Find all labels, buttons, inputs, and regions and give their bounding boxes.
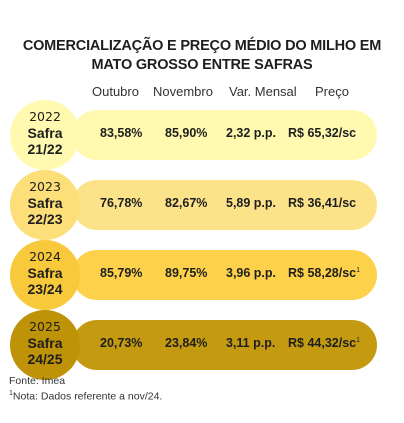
row-bar bbox=[72, 250, 377, 300]
safra-word: Safra bbox=[27, 195, 63, 211]
safra-badge: 2022 Safra 21/22 bbox=[10, 100, 80, 170]
safra-row: 2022 Safra 21/22 83,58% 85,90% 2,32 p.p. R$ 65… bbox=[0, 100, 404, 170]
chart-title: COMERCIALIZAÇÃO E PREÇO MÉDIO DO MILHO E… bbox=[0, 37, 404, 75]
cell-var-mensal: 3,11 p.p. bbox=[226, 336, 275, 350]
safra-label: Safra 24/25 bbox=[10, 335, 80, 367]
cell-value: 82,67% bbox=[165, 196, 208, 210]
cell-novembro: 89,75% bbox=[165, 266, 207, 280]
safra-year: 2024 bbox=[29, 249, 61, 264]
cell-value: 85,90% bbox=[165, 126, 208, 140]
cell-value: R$ 65,32/sc bbox=[288, 126, 357, 140]
cell-outubro: 20,73% bbox=[100, 336, 142, 350]
safra-year: 2025 bbox=[29, 319, 61, 334]
safra-word: Safra bbox=[27, 125, 63, 141]
cell-value: 3,96 p.p. bbox=[226, 266, 277, 280]
safra-period: 22/23 bbox=[27, 211, 63, 227]
cell-var-mensal: 2,32 p.p. bbox=[226, 126, 276, 140]
title-line-1: COMERCIALIZAÇÃO E PREÇO MÉDIO DO MILHO E… bbox=[22, 38, 382, 54]
cell-value: 3,11 p.p. bbox=[226, 336, 276, 350]
row-bar bbox=[72, 180, 377, 230]
cell-outubro: 76,78% bbox=[100, 196, 142, 210]
safra-row: 2023 Safra 22/23 76,78% 82,67% 5,89 p.p. R$ 36… bbox=[0, 170, 404, 240]
safra-badge: 2025 Safra 24/25 bbox=[10, 310, 80, 380]
cell-value: 2,32 p.p. bbox=[226, 126, 277, 140]
cell-value: 5,89 p.p. bbox=[226, 196, 277, 210]
safra-period: 21/22 bbox=[27, 141, 63, 157]
cell-value: 85,79% bbox=[100, 266, 143, 280]
safra-year: 2023 bbox=[29, 179, 61, 194]
cell-outubro: 85,79% bbox=[100, 266, 142, 280]
title-line-2: MATO GROSSO ENTRE SAFRAS bbox=[91, 57, 313, 73]
cell-outubro: 83,58% bbox=[100, 126, 142, 140]
cell-value: R$ 36,41/sc bbox=[288, 196, 357, 210]
safra-period: 23/24 bbox=[27, 281, 63, 297]
cell-value: R$ 58,28/sc bbox=[288, 266, 357, 280]
safra-label: Safra 23/24 bbox=[10, 265, 80, 297]
column-header-novembro: Novembro bbox=[153, 84, 213, 99]
safra-badge: 2024 Safra 23/24 bbox=[10, 240, 80, 310]
cell-value: 83,58% bbox=[100, 126, 143, 140]
cell-var-mensal: 5,89 p.p. bbox=[226, 196, 276, 210]
cell-value: 89,75% bbox=[165, 266, 208, 280]
safra-badge: 2023 Safra 22/23 bbox=[10, 170, 80, 240]
cell-value: 76,78% bbox=[100, 196, 143, 210]
cell-novembro: 82,67% bbox=[165, 196, 207, 210]
cell-preco: R$ 58,28/sc1 bbox=[288, 266, 360, 280]
safra-word: Safra bbox=[27, 335, 63, 351]
note-mark: 1 bbox=[356, 336, 361, 344]
safra-label: Safra 21/22 bbox=[10, 125, 80, 157]
cell-preco: R$ 36,41/sc bbox=[288, 196, 356, 210]
safra-year: 2022 bbox=[29, 109, 61, 124]
safra-row: 2025 Safra 24/25 20,73% 23,84% 3,11 p.p. R$ 44… bbox=[0, 310, 404, 380]
safra-label: Safra 22/23 bbox=[10, 195, 80, 227]
column-header-preco: Preço bbox=[315, 84, 349, 99]
note-mark: 1 bbox=[356, 266, 361, 274]
safra-word: Safra bbox=[27, 265, 63, 281]
safra-row: 2024 Safra 23/24 85,79% 89,75% 3,96 p.p. R$ 58… bbox=[0, 240, 404, 310]
cell-preco: R$ 44,32/sc1 bbox=[288, 336, 360, 350]
row-bar bbox=[72, 110, 377, 160]
column-header-outubro: Outubro bbox=[92, 84, 139, 99]
cell-preco: R$ 65,32/sc bbox=[288, 126, 356, 140]
column-header-var-mensal: Var. Mensal bbox=[229, 84, 297, 99]
safra-period: 24/25 bbox=[27, 351, 63, 367]
cell-value: R$ 44,32/sc bbox=[288, 336, 357, 350]
cell-var-mensal: 3,96 p.p. bbox=[226, 266, 276, 280]
footer-note-text: Nota: Dados referente a nov/24. bbox=[12, 390, 163, 403]
cell-novembro: 23,84% bbox=[165, 336, 207, 350]
row-bar bbox=[72, 320, 377, 370]
footer-note-mark: 1 bbox=[9, 390, 13, 397]
footer-note: 1Nota: Dados referente a nov/24. bbox=[9, 390, 162, 403]
footer-source: Fonte: Imea bbox=[9, 375, 66, 387]
cell-value: 23,84% bbox=[165, 336, 208, 350]
cell-value: 20,73% bbox=[100, 336, 143, 350]
cell-novembro: 85,90% bbox=[165, 126, 207, 140]
